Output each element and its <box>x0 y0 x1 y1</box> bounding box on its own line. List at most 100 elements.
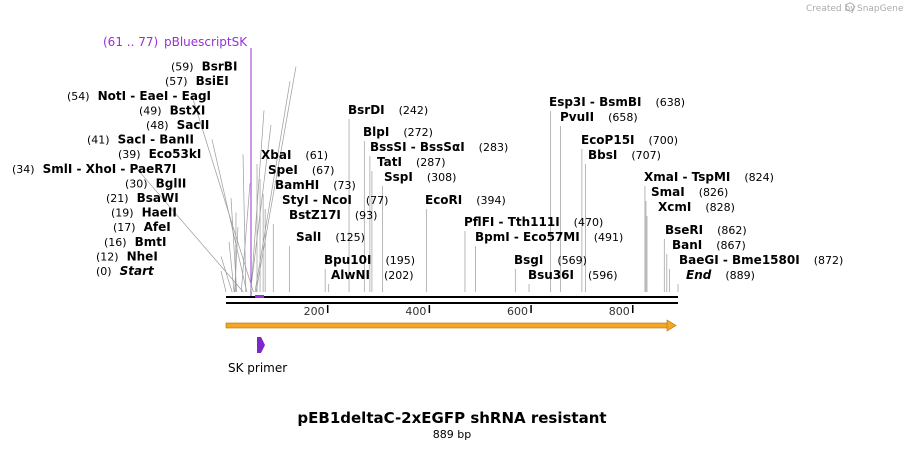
site-position: (73) <box>333 179 356 192</box>
site-leader-line <box>220 270 227 293</box>
feature-range: (61 .. 77) <box>103 35 158 49</box>
site-position: (283) <box>479 141 509 154</box>
site-position: (195) <box>385 254 415 267</box>
site-enzyme: TatI <box>377 155 402 169</box>
site-label: BssSI - BssSαI (283) <box>370 140 508 154</box>
site-label: (12) NheI <box>96 249 158 263</box>
site-label: (54) NotI - EaeI - EagI <box>67 89 211 103</box>
site-label: BbsI (707) <box>588 148 661 162</box>
site-enzyme: BaeGI - Bme1580I <box>679 253 800 267</box>
site-position: (34) <box>12 163 35 176</box>
site-position: (872) <box>814 254 844 267</box>
site-label: Esp3I - BsmBI (638) <box>549 95 685 109</box>
left-site-labels: (0) Start(12) NheI(16) BmtI(17) AfeI (19) HaeI… <box>12 60 237 278</box>
site-leader-line <box>230 197 238 293</box>
site-label: (21) BsaWI <box>106 191 179 205</box>
feature-marker <box>255 295 264 298</box>
site-position: (48) <box>146 119 169 132</box>
site-label: (57) BsiEI <box>165 74 229 88</box>
site-enzyme: Start <box>120 264 155 278</box>
site-label: BsrDI (242) <box>348 103 428 117</box>
site-enzyme: BsiEI <box>196 74 229 88</box>
site-enzyme: BseRI <box>665 223 703 237</box>
site-position: (77) <box>366 194 389 207</box>
left-leader-lines <box>136 66 297 293</box>
site-label: (16) BmtI <box>104 235 166 249</box>
site-position: (287) <box>416 156 446 169</box>
site-label: Bpu10I (195) <box>324 253 415 267</box>
site-position: (596) <box>588 269 618 282</box>
site-label: EcoRI (394) <box>425 193 506 207</box>
site-enzyme: SacI - BanII <box>118 133 194 147</box>
orf-arrow <box>225 319 677 332</box>
site-enzyme: AlwNI <box>331 268 370 282</box>
site-enzyme: AfeI <box>144 220 171 234</box>
site-enzyme: EcoRI <box>425 193 462 207</box>
site-label: PvuII (658) <box>560 110 638 124</box>
site-enzyme: BsgI <box>514 253 543 267</box>
site-label: EcoP15I (700) <box>581 133 678 147</box>
site-label: (49) BstXI <box>139 103 205 117</box>
site-enzyme: BstZ17I <box>289 208 341 222</box>
site-leader-line <box>255 66 297 293</box>
site-label: (39) Eco53kI <box>118 147 201 161</box>
site-label: SspI (308) <box>384 170 456 184</box>
site-position: (824) <box>744 171 774 184</box>
site-enzyme: SmaI <box>651 185 685 199</box>
site-enzyme: XcmI <box>658 200 691 214</box>
right-site-labels: XbaI (61) SpeI (67)BamHI (73)StyI - NcoI (77)… <box>261 95 843 282</box>
site-position: (125) <box>335 231 365 244</box>
site-enzyme: Eco53kI <box>149 147 202 161</box>
site-label: Bsu36I (596) <box>528 268 618 282</box>
site-label: End (889) <box>686 268 755 282</box>
site-enzyme: BsrDI <box>348 103 385 117</box>
site-position: (658) <box>608 111 638 124</box>
site-enzyme: SmlI - XhoI - PaeR7I <box>43 162 177 176</box>
site-position: (470) <box>574 216 604 229</box>
site-position: (16) <box>104 236 127 249</box>
site-enzyme: BstXI <box>170 103 206 117</box>
site-enzyme: PvuII <box>560 110 594 124</box>
site-label: SalI (125) <box>296 230 365 244</box>
site-label: XcmI (828) <box>658 200 735 214</box>
site-position: (61) <box>305 149 328 162</box>
site-label: SmaI (826) <box>651 185 728 199</box>
site-enzyme: SalI <box>296 230 321 244</box>
site-label: (30) BglII <box>125 176 186 190</box>
site-enzyme: Bsu36I <box>528 268 574 282</box>
scale-tick-label: 400 <box>405 305 426 318</box>
site-enzyme: SspI <box>384 170 413 184</box>
site-position: (30) <box>125 177 148 190</box>
credit-created-by: Created by <box>806 4 856 14</box>
site-label: XbaI (61) <box>261 148 328 162</box>
site-position: (826) <box>699 186 729 199</box>
site-label: BanI (867) <box>672 238 746 252</box>
site-position: (867) <box>716 239 746 252</box>
site-position: (202) <box>384 269 414 282</box>
plasmid-title: pEB1deltaC-2xEGFP shRNA resistant <box>297 409 606 427</box>
site-position: (21) <box>106 192 129 205</box>
site-position: (862) <box>717 224 747 237</box>
site-enzyme: EcoP15I <box>581 133 635 147</box>
site-enzyme: NotI - EaeI - EagI <box>98 89 211 103</box>
scale-tick-label: 200 <box>304 305 325 318</box>
site-label: AlwNI (202) <box>331 268 414 282</box>
sk-primer-arrow <box>257 337 265 353</box>
site-position: (67) <box>312 164 335 177</box>
scale-ticks: 200 400 600 800 <box>304 305 634 318</box>
site-enzyme: BpmI - Eco57MI <box>475 230 580 244</box>
site-enzyme: NheI <box>127 249 158 263</box>
site-leader-line <box>250 124 272 293</box>
site-enzyme: XmaI - TspMI <box>644 170 730 184</box>
site-enzyme: BssSI - BssSαI <box>370 140 465 154</box>
site-leader-line <box>136 168 244 293</box>
scale-tick-label: 800 <box>609 305 630 318</box>
site-enzyme: BsrBI <box>202 60 238 74</box>
site-label: (17) AfeI <box>113 220 171 234</box>
site-label: (34) SmlI - XhoI - PaeR7I <box>12 162 176 176</box>
site-enzyme: StyI - NcoI <box>282 193 352 207</box>
site-label: BaeGI - Bme1580I (872) <box>679 253 843 267</box>
site-enzyme: BanI <box>672 238 702 252</box>
feature-name: pBluescriptSK <box>164 35 248 49</box>
